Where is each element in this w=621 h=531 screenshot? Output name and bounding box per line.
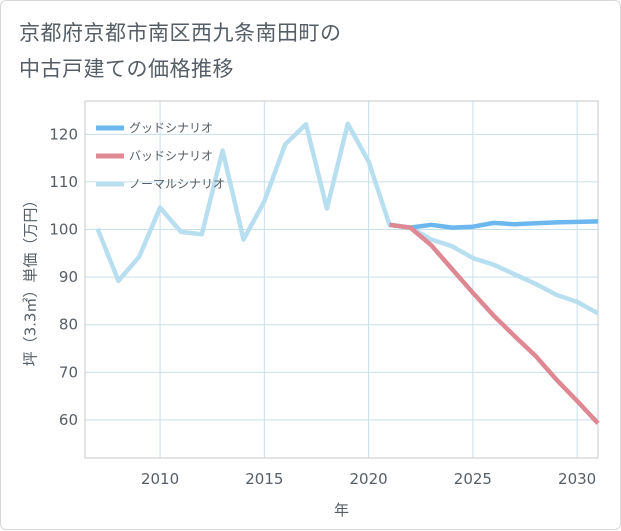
x-tick-2010: 2010 xyxy=(141,470,179,488)
y-tick-100: 100 xyxy=(49,221,78,239)
plot-border xyxy=(84,100,599,459)
y-tick-70: 70 xyxy=(59,363,78,381)
x-tick-2015: 2015 xyxy=(245,470,283,488)
chart-title: 京都府京都市南区西九条南田町の 中古戸建ての価格推移 xyxy=(19,15,609,87)
y-tick-60: 60 xyxy=(59,411,78,429)
series-line-1 xyxy=(389,222,600,425)
y-tick-110: 110 xyxy=(49,173,78,191)
x-tick-labels: 2010 2015 2020 2025 2030 xyxy=(141,470,596,488)
y-tick-120: 120 xyxy=(49,125,78,143)
legend-label-1: バッドシナリオ xyxy=(129,149,213,163)
series-line-0 xyxy=(389,219,599,230)
legend-label-2: ノーマルシナリオ xyxy=(129,177,225,191)
chart-title-line-1: 京都府京都市南区西九条南田町の xyxy=(19,21,342,45)
x-tick-2020: 2020 xyxy=(350,470,388,488)
x-tick-2025: 2025 xyxy=(454,470,492,488)
legend-label-0: グッドシナリオ xyxy=(129,121,213,135)
y-tick-labels: 60 70 80 90 100 110 120 xyxy=(49,125,78,429)
y-tick-80: 80 xyxy=(59,316,78,334)
grid-lines xyxy=(85,101,598,458)
x-tick-2030: 2030 xyxy=(558,470,596,488)
y-axis-label: 坪（3.3㎡）単価（万円） xyxy=(22,193,40,367)
x-axis-label: 年 xyxy=(334,501,349,519)
y-tick-90: 90 xyxy=(59,268,78,286)
series-lines xyxy=(95,121,600,425)
series-line-2 xyxy=(95,121,600,316)
chart-title-line-2: 中古戸建ての価格推移 xyxy=(19,57,234,81)
